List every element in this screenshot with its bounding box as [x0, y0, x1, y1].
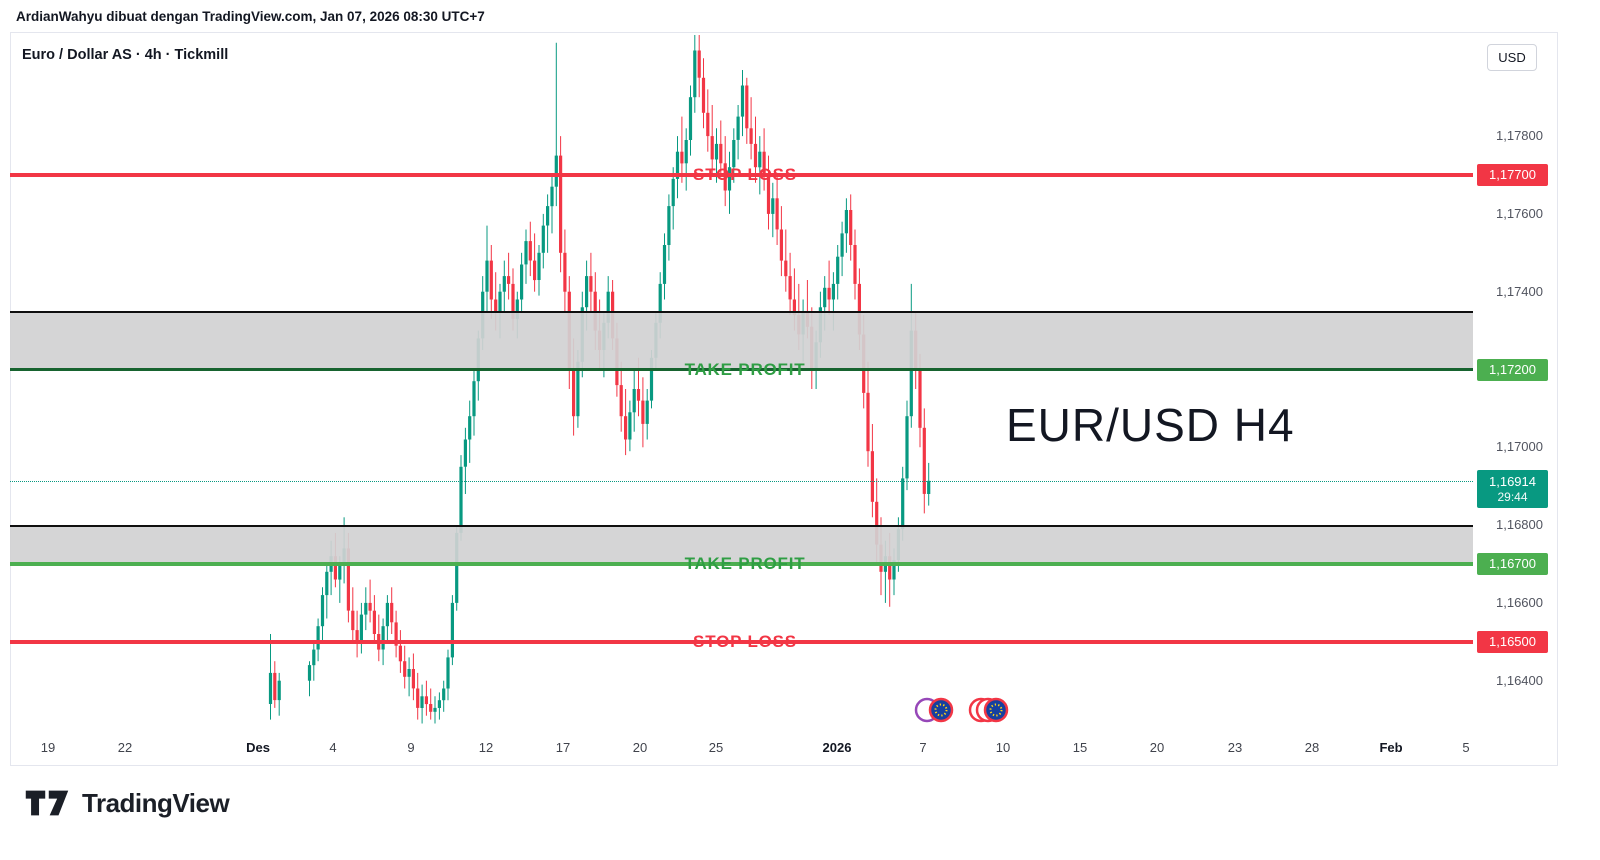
- price-level-badge: 1,17700: [1477, 164, 1548, 186]
- price-axis-label: 1,16400: [1496, 672, 1543, 688]
- time-axis-label: Feb: [1379, 740, 1403, 755]
- price-level-badge: 1,17200: [1477, 358, 1548, 381]
- time-axis[interactable]: 19 22 Des 4 9 12 17 20 25 2026 7 10 15 20 23 28 Feb 5: [0, 740, 1600, 760]
- currency-button[interactable]: USD: [1487, 44, 1537, 71]
- time-axis-label: 28: [1304, 740, 1320, 755]
- price-level-badge: 1,16700: [1477, 553, 1548, 575]
- tradingview-logo-icon[interactable]: [24, 787, 70, 819]
- time-axis-label: 12: [478, 740, 494, 755]
- time-axis-label: 15: [1072, 740, 1088, 755]
- time-axis-label: 4: [329, 740, 337, 755]
- time-axis-label: 9: [407, 740, 415, 755]
- time-axis-label: Des: [246, 740, 270, 755]
- attribution-line: ArdianWahyu dibuat dengan TradingView.co…: [16, 9, 485, 24]
- symbol-title: Euro / Dollar AS · 4h · Tickmill: [22, 47, 229, 63]
- time-axis-label: 10: [995, 740, 1011, 755]
- price-axis-label: 1,17600: [1496, 205, 1543, 221]
- time-axis-label: 5: [1462, 740, 1470, 755]
- time-axis-label: 22: [117, 740, 133, 755]
- time-axis-label: 20: [632, 740, 648, 755]
- eu-flag-icon: [983, 697, 1009, 723]
- time-axis-label: 2026: [822, 740, 852, 755]
- economic-event-eu-red[interactable]: [968, 697, 1009, 723]
- time-axis-label: 19: [40, 740, 56, 755]
- price-level-badge: 1,16500: [1477, 630, 1548, 653]
- tradingview-wordmark[interactable]: TradingView: [82, 787, 230, 818]
- eu-flag-icon: [928, 697, 954, 723]
- price-axis-label: 1,17000: [1496, 439, 1543, 455]
- economic-event-eu-purple[interactable]: [914, 697, 954, 723]
- current-price-value: 1,16914: [1489, 473, 1536, 489]
- symbol-annotation-text[interactable]: EUR/USD H4: [1006, 399, 1295, 451]
- time-axis-label: 23: [1227, 740, 1243, 755]
- price-axis-label: 1,16600: [1496, 594, 1543, 610]
- price-axis-label: 1,16800: [1496, 517, 1543, 533]
- current-price-badge: 1,16914 29:44: [1477, 469, 1548, 508]
- price-axis-label: 1,17800: [1496, 128, 1543, 144]
- time-axis-label: 20: [1149, 740, 1165, 755]
- footer-branding: TradingView: [24, 786, 230, 820]
- bar-countdown: 29:44: [1497, 489, 1528, 504]
- time-axis-label: 7: [919, 740, 927, 755]
- price-axis-label: 1,17400: [1496, 283, 1543, 299]
- time-axis-label: 17: [555, 740, 571, 755]
- time-axis-label: 25: [708, 740, 724, 755]
